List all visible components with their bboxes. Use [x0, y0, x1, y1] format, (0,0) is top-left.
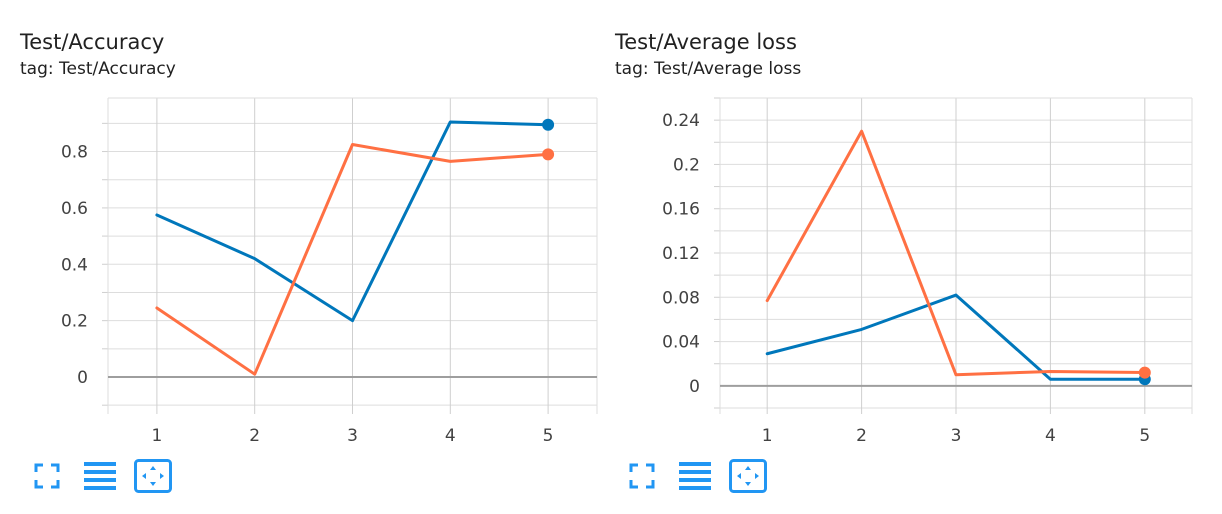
fit-domain-button[interactable]	[729, 458, 767, 494]
y-tick-label: 0.2	[673, 155, 700, 175]
x-tick-label: 1	[762, 426, 773, 446]
toggle-log-scale-button[interactable]	[81, 458, 119, 494]
line-chart-test-accuracy[interactable]: 0 0.2 0.4 0.6 0.8 1 2 3 4 5	[0, 0, 600, 450]
y-tick-label: 0.4	[61, 255, 88, 275]
series-end-marker-0[interactable]	[542, 118, 555, 131]
chart-tag: tag: Test/Average loss	[615, 59, 802, 79]
chart-card-test-average-loss: Test/Average loss tag: Test/Average loss…	[595, 0, 1195, 514]
fullscreen-button[interactable]	[623, 458, 661, 494]
grid	[102, 97, 598, 414]
y-tick-label: 0.12	[662, 244, 700, 264]
x-tick-label: 4	[445, 426, 456, 446]
y-tick-label: 0.08	[662, 288, 700, 308]
series-end-marker-1[interactable]	[1138, 366, 1151, 379]
y-tick-label: 0.16	[662, 200, 700, 220]
toggle-log-scale-icon	[84, 462, 116, 490]
chart-title: Test/Average loss	[615, 30, 797, 54]
chart-card-test-accuracy: Test/Accuracy tag: Test/Accuracy 0 0.2 0.4…	[0, 0, 600, 514]
x-tick-label: 4	[1045, 426, 1056, 446]
fullscreen-icon	[34, 463, 60, 489]
series-line-0[interactable]	[155, 120, 550, 323]
x-tick-label: 2	[856, 426, 867, 446]
fit-domain-icon	[134, 459, 172, 493]
series-line-1[interactable]	[765, 129, 1147, 377]
grid	[714, 97, 1193, 414]
fullscreen-button[interactable]	[28, 458, 66, 494]
y-tick-label: 0	[689, 377, 700, 397]
fit-domain-icon	[729, 459, 767, 493]
series-line-1[interactable]	[155, 143, 550, 376]
fit-domain-button[interactable]	[134, 458, 172, 494]
y-tick-label: 0.8	[61, 143, 88, 163]
series-line-0[interactable]	[765, 293, 1147, 381]
y-tick-label: 0	[77, 368, 88, 388]
line-chart-test-average-loss[interactable]: 0 0.04 0.08 0.12 0.16 0.2 0.24 1 2 3 4 5	[595, 0, 1195, 450]
y-tick-label: 0.24	[662, 111, 700, 131]
chart-tag: tag: Test/Accuracy	[20, 59, 176, 79]
x-tick-label: 5	[1139, 426, 1150, 446]
x-tick-label: 3	[951, 426, 962, 446]
toggle-log-scale-button[interactable]	[676, 458, 714, 494]
x-tick-label: 2	[249, 426, 260, 446]
y-tick-label: 0.6	[61, 199, 88, 219]
toggle-log-scale-icon	[679, 462, 711, 490]
x-tick-label: 5	[543, 426, 554, 446]
y-tick-label: 0.04	[662, 333, 700, 353]
chart-title: Test/Accuracy	[20, 30, 165, 54]
y-tick-label: 0.2	[61, 312, 88, 332]
series-end-marker-1[interactable]	[542, 148, 555, 161]
fullscreen-icon	[629, 463, 655, 489]
x-tick-label: 3	[347, 426, 358, 446]
chart-toolbar	[623, 458, 782, 494]
x-tick-label: 1	[151, 426, 162, 446]
chart-toolbar	[28, 458, 187, 494]
